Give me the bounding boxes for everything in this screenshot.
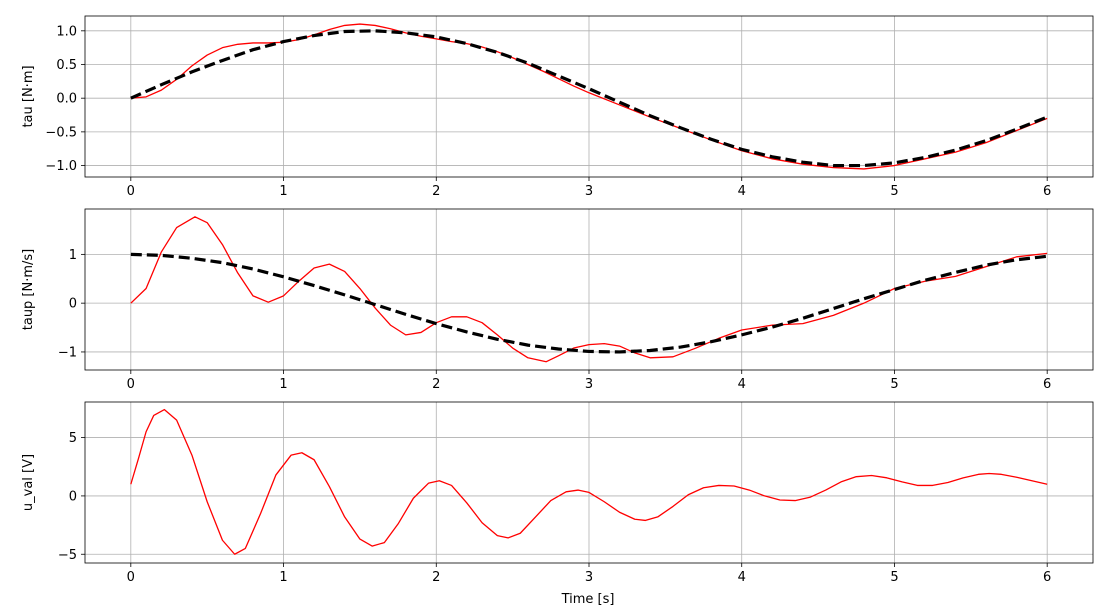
- chart-panel-3: 0 1 2 3 4 5 6 −5 0 5 u_val [V]: [21, 401, 1094, 585]
- series-line-response: [130, 216, 1048, 363]
- x-tick-label: 2: [432, 377, 440, 392]
- x-tick-label: 1: [279, 570, 287, 585]
- series-line-reference: [130, 29, 1048, 168]
- x-tick-label: 0: [127, 377, 135, 392]
- x-tick-label: 2: [432, 570, 440, 585]
- x-tick-label: 6: [1043, 570, 1051, 585]
- x-tick-label: 6: [1043, 184, 1051, 199]
- x-tick-label: 6: [1043, 377, 1051, 392]
- x-tick-label: 0: [127, 570, 135, 585]
- y-tick-label: −5: [58, 548, 77, 563]
- y-tick-label: 5: [69, 431, 77, 446]
- x-tick-label: 4: [738, 377, 746, 392]
- y-axis-label: tau [N·m]: [21, 65, 36, 127]
- y-tick-label: −1: [58, 345, 77, 360]
- chart-panel-1: 0 1 2 3 4 5 6 −1.0 −0.5 0.0 0.5 1.0 tau [N·m]: [21, 15, 1094, 199]
- x-tick-label: 0: [127, 184, 135, 199]
- x-tick-label: 1: [279, 184, 287, 199]
- x-tick-label: 3: [585, 377, 593, 392]
- x-tick-label: 5: [890, 377, 898, 392]
- y-tick-label: 0.5: [56, 58, 77, 73]
- y-tick-label: 0.0: [56, 92, 77, 107]
- y-axis-label: u_val [V]: [21, 454, 36, 511]
- y-axis-label: taup [N·m/s]: [21, 249, 36, 331]
- y-tick-label: 0: [69, 489, 77, 504]
- x-tick-label: 5: [890, 570, 898, 585]
- x-tick-label: 5: [890, 184, 898, 199]
- x-axis-label: Time [s]: [561, 592, 615, 607]
- y-tick-label: 0: [69, 297, 77, 312]
- series-line-reference: [130, 252, 1048, 354]
- y-tick-label: −1.0: [45, 159, 77, 174]
- chart-panel-2: 0 1 2 3 4 5 6 −1 0 1 taup [N·m/s]: [21, 208, 1094, 392]
- x-tick-label: 2: [432, 184, 440, 199]
- x-tick-label: 3: [585, 570, 593, 585]
- x-tick-label: 4: [738, 570, 746, 585]
- y-tick-label: 1: [69, 248, 77, 263]
- y-tick-label: 1.0: [56, 24, 77, 39]
- y-tick-label: −0.5: [45, 125, 77, 140]
- series-line-response: [130, 408, 1048, 555]
- x-tick-label: 1: [279, 377, 287, 392]
- x-tick-label: 4: [738, 184, 746, 199]
- x-tick-label: 3: [585, 184, 593, 199]
